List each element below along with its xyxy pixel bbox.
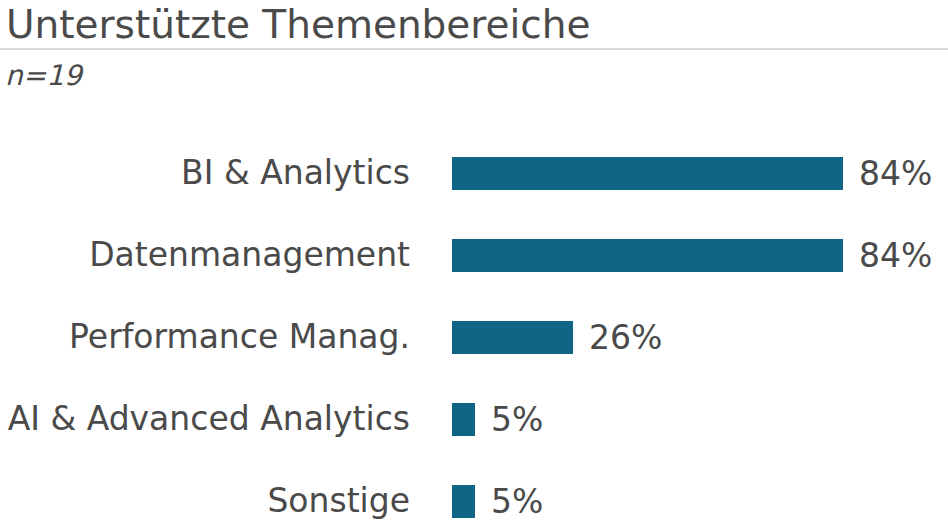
bar-row: Sonstige 5% <box>0 460 948 524</box>
bar-area: 5% <box>452 400 543 439</box>
bar-chart: BI & Analytics 84% Datenmanagement 84% P… <box>0 132 948 524</box>
category-label: Performance Manag. <box>0 319 410 355</box>
chart-title: Unterstützte Themenbereiche <box>0 0 948 48</box>
sample-size-label: n=19 <box>5 59 948 93</box>
category-label: Datenmanagement <box>0 237 410 273</box>
chart-container: Unterstützte Themenbereiche n=19 BI & An… <box>0 0 948 524</box>
title-divider <box>0 48 948 50</box>
bar-area: 84% <box>452 236 932 275</box>
bar <box>452 403 475 436</box>
value-label: 5% <box>491 482 543 521</box>
value-label: 5% <box>491 400 543 439</box>
value-label: 26% <box>589 318 662 357</box>
category-label: Sonstige <box>0 483 410 519</box>
bar-area: 26% <box>452 318 662 357</box>
value-label: 84% <box>859 236 932 275</box>
bar-row: Performance Manag. 26% <box>0 296 948 378</box>
bar <box>452 321 573 354</box>
bar-area: 5% <box>452 482 543 521</box>
bar <box>452 239 843 272</box>
bar-row: BI & Analytics 84% <box>0 132 948 214</box>
category-label: AI & Advanced Analytics <box>0 401 410 437</box>
category-label: BI & Analytics <box>0 155 410 191</box>
bar-area: 84% <box>452 154 932 193</box>
value-label: 84% <box>859 154 932 193</box>
bar <box>452 157 843 190</box>
bar <box>452 485 475 518</box>
bar-row: Datenmanagement 84% <box>0 214 948 296</box>
bar-row: AI & Advanced Analytics 5% <box>0 378 948 460</box>
